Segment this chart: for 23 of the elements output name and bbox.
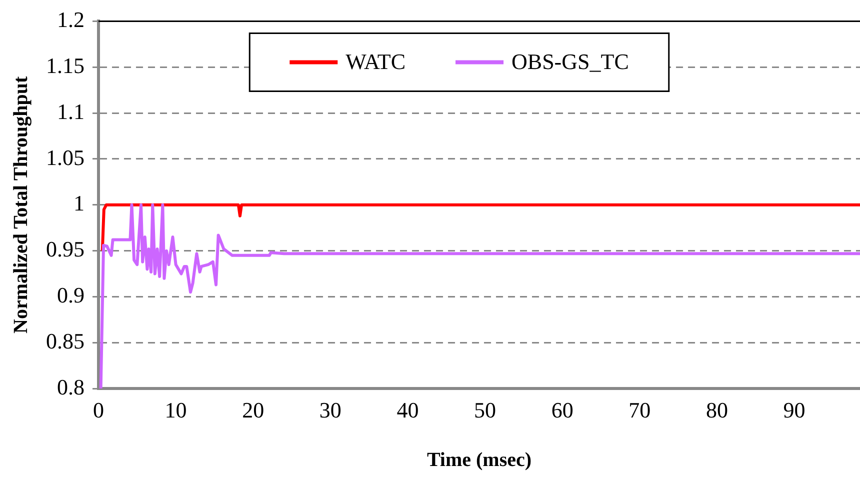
x-tick-label: 0 [93,398,104,423]
y-tick-label: 1.1 [57,98,84,124]
legend-label: OBS-GS_TC [512,48,629,74]
x-tick-label: 70 [628,398,651,423]
y-tick-label: 1.05 [46,144,84,170]
y-tick-label: 0.9 [57,282,84,308]
y-tick-label: 1.2 [57,6,84,32]
x-tick-label: 30 [319,398,342,423]
y-tick-label: 1 [74,190,84,216]
x-tick-label: 20 [242,398,264,423]
x-tick-label: 10 [164,398,187,423]
legend-label: WATC [346,48,406,74]
y-tick-label: 1.15 [46,52,84,78]
x-tick-label: 40 [396,398,419,423]
y-tick-label: 0.85 [46,328,84,354]
x-tick-label: 90 [783,398,806,423]
x-tick-label: 50 [474,398,496,423]
x-axis-title: Time (msec) [426,449,532,472]
x-tick-label: 80 [706,398,728,423]
x-tick-label: 60 [551,398,574,423]
y-tick-label: 0.95 [46,236,84,262]
y-axis-title: Normalized Total Throughput [10,76,32,334]
y-tick-label: 0.8 [57,374,84,400]
